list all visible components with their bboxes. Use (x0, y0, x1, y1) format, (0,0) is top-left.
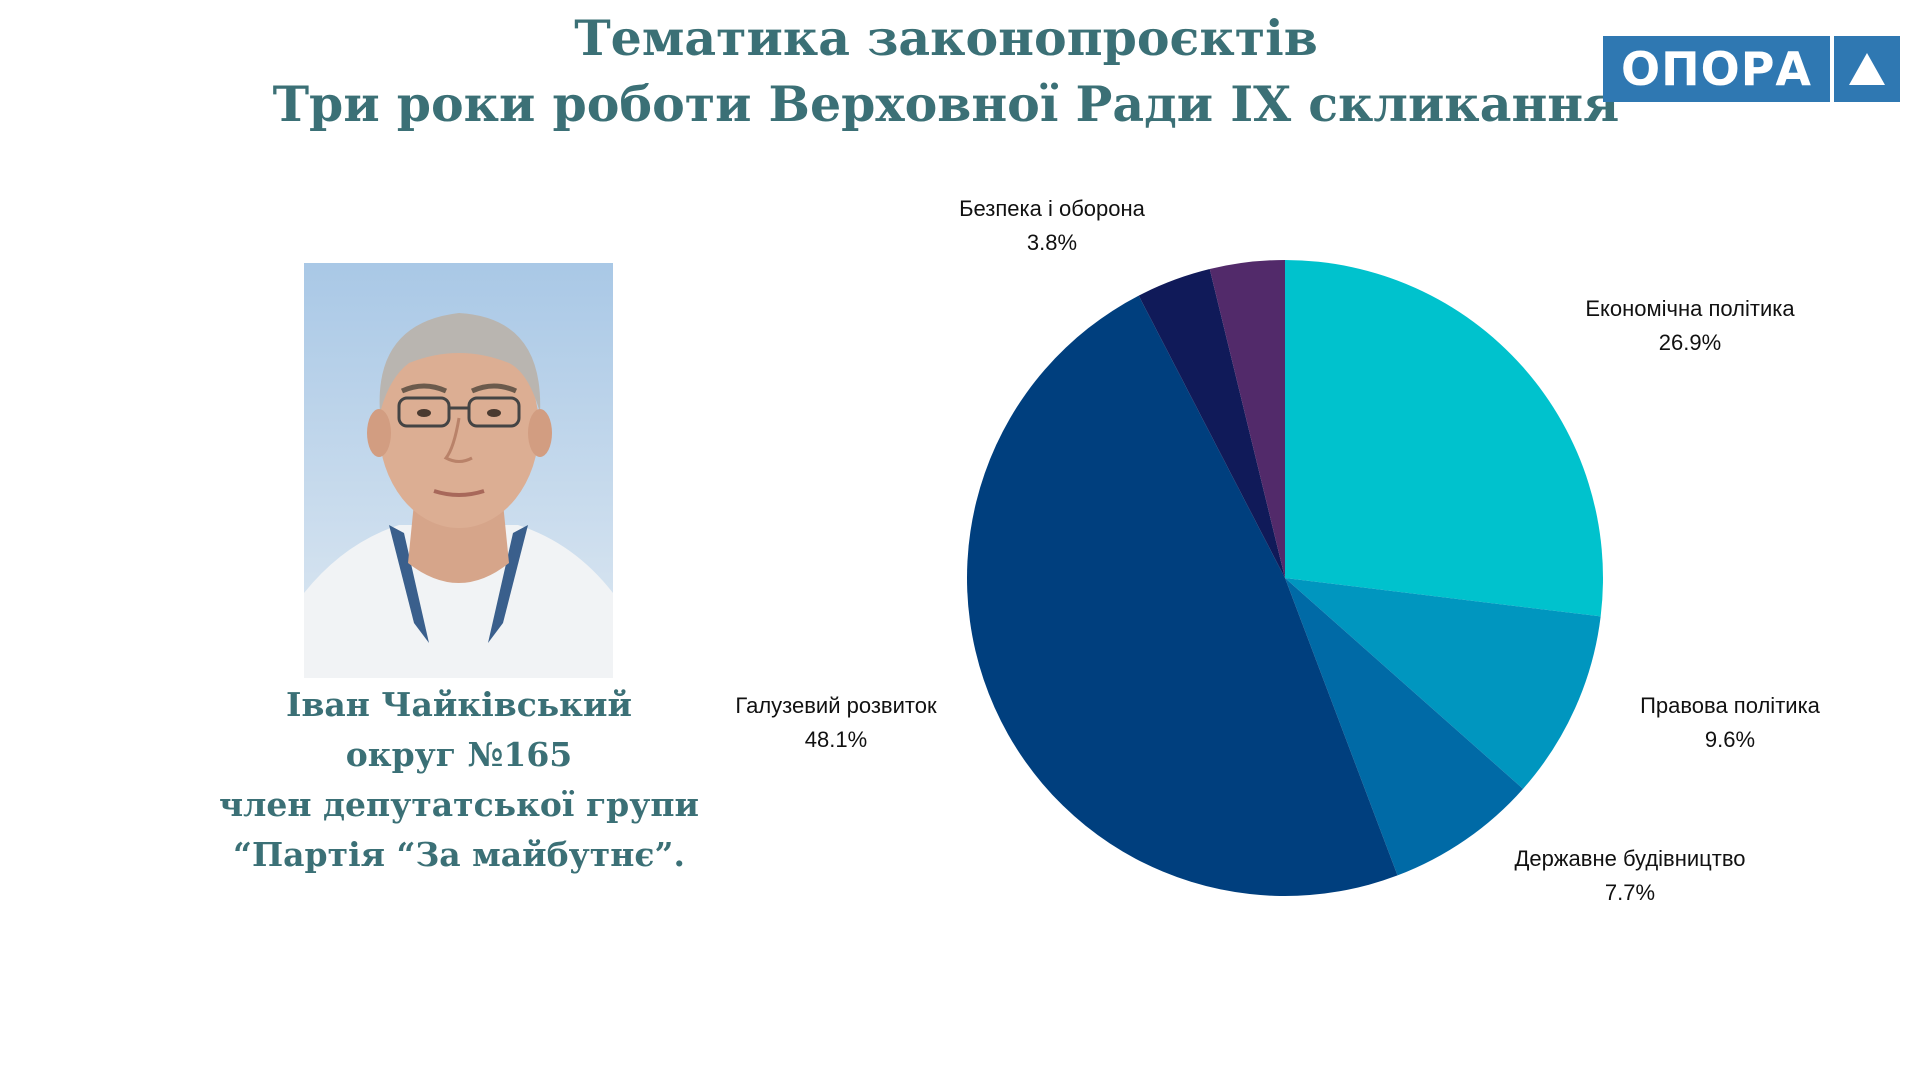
pie-slice (1285, 260, 1603, 617)
triangle-icon (1834, 36, 1900, 102)
logo-text: ОПОРА (1603, 36, 1830, 102)
slice-value-label: 7.7% (1605, 880, 1655, 905)
deputy-role: член депутатської групи (218, 785, 699, 824)
pie-slice (1285, 578, 1524, 876)
deputy-group: “Партія “За майбутнє”. (233, 835, 685, 874)
slice-value-label: 3.8% (1027, 230, 1077, 255)
chart-subtitle: Три роки роботи Верховної Ради IX склика… (272, 75, 1620, 133)
slice-label: Галузевий розвиток (735, 693, 937, 718)
opora-logo: ОПОРА (1603, 36, 1900, 102)
slice-label: Економічна політика (1585, 296, 1795, 321)
deputy-photo (304, 263, 613, 678)
slice-value-label: 48.1% (805, 727, 867, 752)
deputy-name: Іван Чайківський (286, 685, 632, 724)
deputy-district: округ №165 (345, 735, 573, 774)
slice-label: Безпека і оборона (959, 196, 1146, 221)
pie-slice (1138, 269, 1285, 578)
slice-value-label: 26.9% (1659, 330, 1721, 355)
pie-slice (967, 295, 1398, 897)
pie-slice (1209, 260, 1285, 578)
pie-slice (1285, 578, 1601, 789)
slice-label: Правова політика (1640, 693, 1821, 718)
chart-title: Тематика законопроєктів (574, 9, 1318, 67)
slice-value-label: 9.6% (1705, 727, 1755, 752)
slice-label: Державне будівництво (1514, 846, 1745, 871)
deputy-caption: Іван Чайківський округ №165 член депутат… (200, 680, 718, 880)
